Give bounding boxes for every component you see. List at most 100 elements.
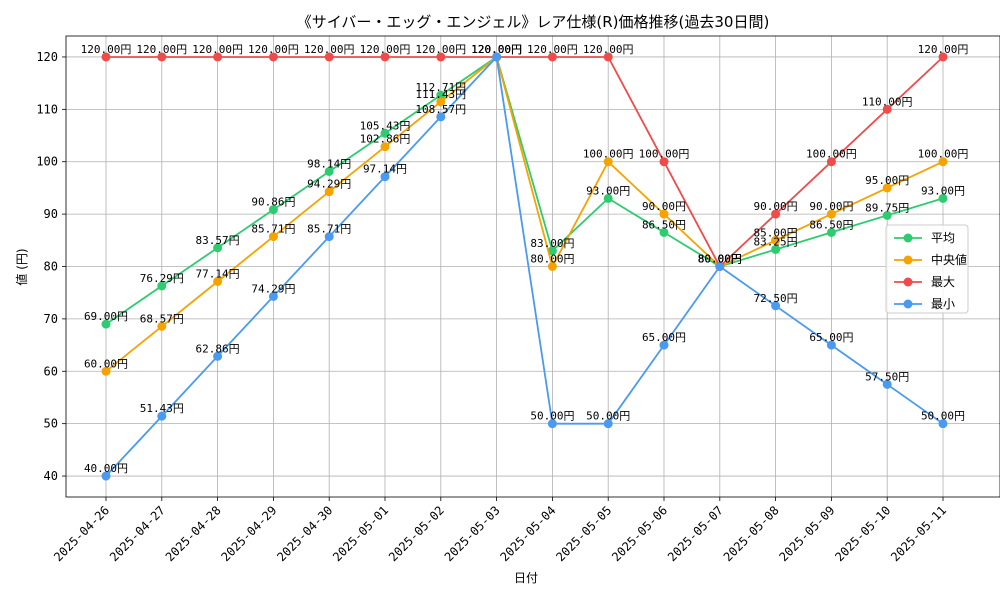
data-label: 50.00円 — [530, 410, 574, 423]
data-point — [101, 366, 111, 376]
data-point — [213, 276, 223, 286]
y-tick-label: 70 — [44, 312, 58, 326]
data-point — [157, 321, 167, 331]
data-label: 97.14円 — [363, 163, 407, 176]
data-point — [603, 157, 613, 167]
data-point — [157, 411, 167, 421]
y-tick-label: 120 — [36, 50, 58, 64]
y-tick-label: 110 — [36, 102, 58, 116]
data-label: 80.00円 — [698, 253, 742, 266]
data-point — [324, 232, 334, 242]
data-label: 100.00円 — [806, 148, 857, 161]
data-point — [659, 209, 669, 219]
legend-label: 平均 — [931, 231, 955, 245]
data-label: 120.00円 — [248, 43, 299, 56]
data-point — [380, 52, 390, 62]
data-point — [324, 52, 334, 62]
series-line — [105, 55, 944, 325]
data-point — [882, 104, 892, 114]
data-point — [826, 157, 836, 167]
legend-marker — [903, 299, 913, 309]
legend-marker — [903, 277, 913, 287]
data-label: 80.00円 — [698, 253, 742, 266]
data-label: 90.00円 — [642, 200, 686, 213]
y-tick-label: 50 — [44, 417, 58, 431]
data-point — [659, 157, 669, 167]
data-label: 120.00円 — [81, 43, 132, 56]
data-label: 50.00円 — [921, 410, 965, 423]
data-label: 76.29円 — [140, 272, 184, 285]
data-point — [436, 90, 446, 100]
series-group — [101, 52, 948, 481]
data-label: 90.00円 — [754, 200, 798, 213]
data-label: 85.00円 — [754, 226, 798, 239]
y-tick-label: 90 — [44, 207, 58, 221]
data-point — [547, 246, 557, 256]
data-label: 69.00円 — [84, 310, 128, 323]
data-point — [771, 209, 781, 219]
data-point — [826, 340, 836, 350]
data-point — [771, 301, 781, 311]
data-point — [436, 52, 446, 62]
data-point — [771, 235, 781, 245]
data-point — [547, 262, 557, 271]
data-label: 65.00円 — [809, 331, 853, 344]
data-label: 120.00円 — [471, 43, 522, 56]
data-point — [213, 243, 223, 253]
data-point — [101, 471, 111, 481]
data-label: 95.00円 — [865, 174, 909, 187]
y-tick-label: 80 — [44, 260, 58, 274]
data-label: 120.00円 — [192, 43, 243, 56]
data-point — [547, 419, 557, 429]
data-point — [603, 193, 613, 203]
x-tick-label: 2025-04-29 — [219, 503, 280, 564]
data-point — [938, 419, 948, 429]
data-point — [268, 291, 278, 301]
data-point — [659, 227, 669, 237]
data-point — [492, 52, 502, 62]
data-point — [436, 112, 446, 122]
data-point — [268, 232, 278, 242]
data-point — [436, 97, 446, 107]
data-point — [213, 52, 223, 62]
data-label: 80.00円 — [698, 253, 742, 266]
data-labels: 69.00円 76.29円 83.57円 90.86円 98.14円 105.43円 112… — [81, 43, 969, 475]
data-label: 68.57円 — [140, 312, 184, 325]
x-tick-label: 2025-05-07 — [665, 503, 726, 564]
series-line — [105, 55, 944, 373]
y-tick-label: 60 — [44, 364, 58, 378]
data-label: 83.00円 — [530, 237, 574, 250]
data-label: 90.86円 — [251, 196, 295, 209]
data-point — [380, 128, 390, 138]
x-tick-label: 2025-05-08 — [721, 503, 782, 564]
data-label: 89.75円 — [865, 201, 909, 214]
x-tick-label: 2025-05-06 — [609, 503, 670, 564]
y-tick-label: 40 — [44, 469, 58, 483]
data-point — [101, 52, 111, 62]
data-label: 102.86円 — [360, 133, 411, 146]
data-label: 120.00円 — [471, 43, 522, 56]
data-label: 100.00円 — [918, 148, 969, 161]
legend-label: 最大 — [931, 275, 955, 289]
data-label: 86.50円 — [809, 218, 853, 231]
data-point — [380, 142, 390, 152]
data-label: 80.00円 — [530, 253, 574, 266]
data-point — [882, 210, 892, 220]
data-point — [324, 187, 334, 197]
x-tick-label: 2025-05-11 — [888, 503, 949, 564]
x-tick-label: 2025-05-05 — [553, 503, 614, 564]
legend-label: 最小 — [931, 297, 955, 311]
data-point — [101, 319, 111, 329]
data-label: 62.86円 — [196, 342, 240, 355]
data-label: 110.00円 — [862, 95, 913, 108]
data-label: 40.00円 — [84, 462, 128, 475]
data-point — [603, 52, 613, 62]
data-label: 105.43円 — [360, 119, 411, 132]
y-tick-label: 100 — [36, 155, 58, 169]
data-label: 50.00円 — [586, 410, 630, 423]
data-point — [882, 379, 892, 389]
data-label: 93.00円 — [586, 184, 630, 197]
data-label: 83.25円 — [754, 235, 798, 248]
x-tick-label: 2025-04-28 — [163, 503, 224, 564]
y-axis-title: 値 (円) — [14, 248, 29, 285]
